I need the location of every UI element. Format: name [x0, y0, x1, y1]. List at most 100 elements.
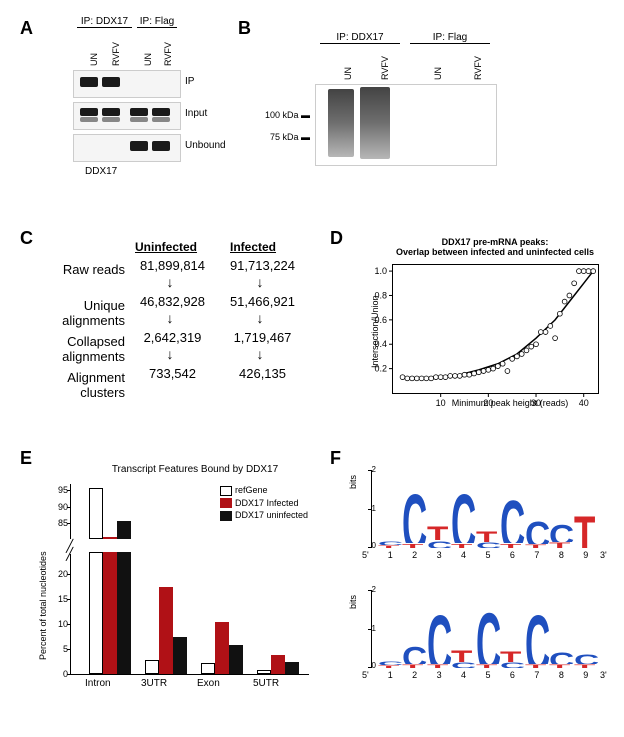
- logo-letter: C: [378, 661, 402, 665]
- row-input-label: Input: [185, 108, 207, 119]
- panel-c-label: C: [20, 228, 33, 249]
- position-label: 1: [378, 550, 402, 560]
- arrow-down-icon: ↓: [250, 274, 270, 290]
- row-unbound-label: Unbound: [185, 140, 226, 151]
- logo-letter: T: [525, 544, 549, 548]
- svg-text:1.0: 1.0: [374, 266, 387, 276]
- panel-b: IP: DDX17 IP: Flag UN RVFV UN RVFV 100 k…: [260, 32, 580, 182]
- c-row-name: Unique alignments: [30, 298, 125, 328]
- c-value-uninf: 46,832,928: [130, 294, 215, 309]
- ytick: 5: [53, 644, 68, 654]
- blot-ip: [73, 70, 181, 98]
- lane-un-1: UN: [89, 53, 99, 66]
- position-label: 4: [451, 670, 475, 680]
- position-label: 6: [500, 670, 524, 680]
- ytick: 85: [53, 518, 68, 528]
- position-label: 5: [476, 670, 500, 680]
- logo-letter: T: [549, 542, 573, 548]
- position-label: 7: [525, 670, 549, 680]
- arrow-down-icon: ↓: [250, 310, 270, 326]
- panel-f-label: F: [330, 448, 341, 469]
- position-label: 8: [549, 670, 573, 680]
- c-value-inf: 91,713,224: [220, 258, 305, 273]
- position-label: 9: [574, 550, 598, 560]
- panel-a-label: A: [20, 18, 33, 39]
- b-ip-group-flag: IP: Flag: [410, 32, 490, 44]
- logo-bottom: bits 2 1 0 5'3'TC1TC2TC3CT4TC5CT6TC7TC8T…: [378, 590, 598, 685]
- logo-letter: T: [476, 529, 500, 543]
- logo-letter: T: [402, 664, 426, 668]
- panel-a-bottom-label: DDX17: [85, 166, 117, 177]
- logo-letter: C: [574, 652, 598, 664]
- logo-letter: C: [402, 483, 426, 543]
- panel-a: IP: DDX17 IP: Flag UN RVFV UN RVFV IP In…: [45, 16, 225, 201]
- logo-top: bits 2 1 0 5'3'TC1TC2CT3TC4CT5TC6TC7TC8T…: [378, 470, 598, 565]
- category-label: 5UTR: [253, 678, 309, 689]
- b-lane-un-1: UN: [343, 67, 353, 80]
- c-value-uninf: 733,542: [130, 366, 215, 381]
- lane-un-2: UN: [143, 53, 153, 66]
- ytick: 0: [53, 669, 68, 679]
- lane-rvfv-1: RVFV: [111, 42, 121, 66]
- logo-letter: C: [402, 643, 426, 664]
- position-label: 6: [500, 550, 524, 560]
- position-label: 7: [525, 550, 549, 560]
- five-prime-label: 5': [362, 550, 369, 560]
- c-row-name: Alignment clusters: [30, 370, 125, 400]
- ip-group-ddx17: IP: DDX17: [77, 16, 132, 28]
- logo-letter: C: [549, 521, 573, 542]
- logo-letter: C: [378, 541, 402, 545]
- col-uninfected: Uninfected: [135, 240, 197, 254]
- panel-d: DDX17 pre-mRNA peaks: Overlap between in…: [350, 238, 605, 418]
- logo-letter: C: [549, 649, 573, 665]
- c-value-inf: 1,719,467: [220, 330, 305, 345]
- logo-letter: C: [500, 662, 524, 668]
- logo-letter: T: [476, 664, 500, 668]
- col-infected: Infected: [230, 240, 276, 254]
- logo-letter: T: [378, 545, 402, 548]
- lane-rvfv-2: RVFV: [163, 42, 173, 66]
- e-ylabel: Percent of total nucleotides: [38, 551, 48, 660]
- d-xlabel: Minimum peak height (reads): [430, 398, 590, 408]
- d-chart-area: 102030400.20.40.60.81.0: [392, 264, 599, 394]
- c-value-inf: 51,466,921: [220, 294, 305, 309]
- ip-group-flag: IP: Flag: [137, 16, 177, 28]
- logo-letter: T: [402, 543, 426, 548]
- logo-letter: C: [500, 491, 524, 544]
- bits-axis: bits 2 1 0: [360, 470, 374, 548]
- c-value-uninf: 2,642,319: [130, 330, 215, 345]
- b-lane-rvfv-2: RVFV: [473, 56, 483, 80]
- panel-b-label: B: [238, 18, 251, 39]
- arrow-down-icon: ↓: [160, 310, 180, 326]
- b-ip-group-ddx17: IP: DDX17: [320, 32, 400, 44]
- category-label: 3UTR: [141, 678, 197, 689]
- figure: A IP: DDX17 IP: Flag UN RVFV UN RVFV IP …: [10, 10, 614, 727]
- arrow-down-icon: ↓: [160, 346, 180, 362]
- logo-letter: T: [549, 664, 573, 668]
- logo-letter: T: [427, 523, 451, 541]
- logo-letter: C: [525, 517, 549, 544]
- logo-letter: C: [476, 542, 500, 548]
- e-title: Transcript Features Bound by DDX17: [80, 464, 310, 475]
- three-prime-label: 3': [600, 550, 607, 560]
- position-label: 5: [476, 550, 500, 560]
- logo-letter: T: [574, 509, 598, 548]
- blot-input: [73, 102, 181, 130]
- ytick: 95: [53, 485, 68, 495]
- b-blot: [315, 84, 497, 166]
- logo-letter: T: [451, 647, 475, 663]
- logo-letter: C: [427, 540, 451, 548]
- position-label: 9: [574, 670, 598, 680]
- marker-100: 100 kDa ▬: [260, 110, 310, 120]
- logo-letter: T: [525, 664, 549, 668]
- position-label: 2: [402, 670, 426, 680]
- c-row-name: Raw reads: [30, 262, 125, 277]
- b-lane-un-2: UN: [433, 67, 443, 80]
- category-label: Exon: [197, 678, 253, 689]
- c-value-inf: 426,135: [220, 366, 305, 381]
- three-prime-label: 3': [600, 670, 607, 680]
- marker-75: 75 kDa ▬: [260, 132, 310, 142]
- ytick: 15: [53, 594, 68, 604]
- b-lane-rvfv-1: RVFV: [380, 56, 390, 80]
- arrow-down-icon: ↓: [250, 346, 270, 362]
